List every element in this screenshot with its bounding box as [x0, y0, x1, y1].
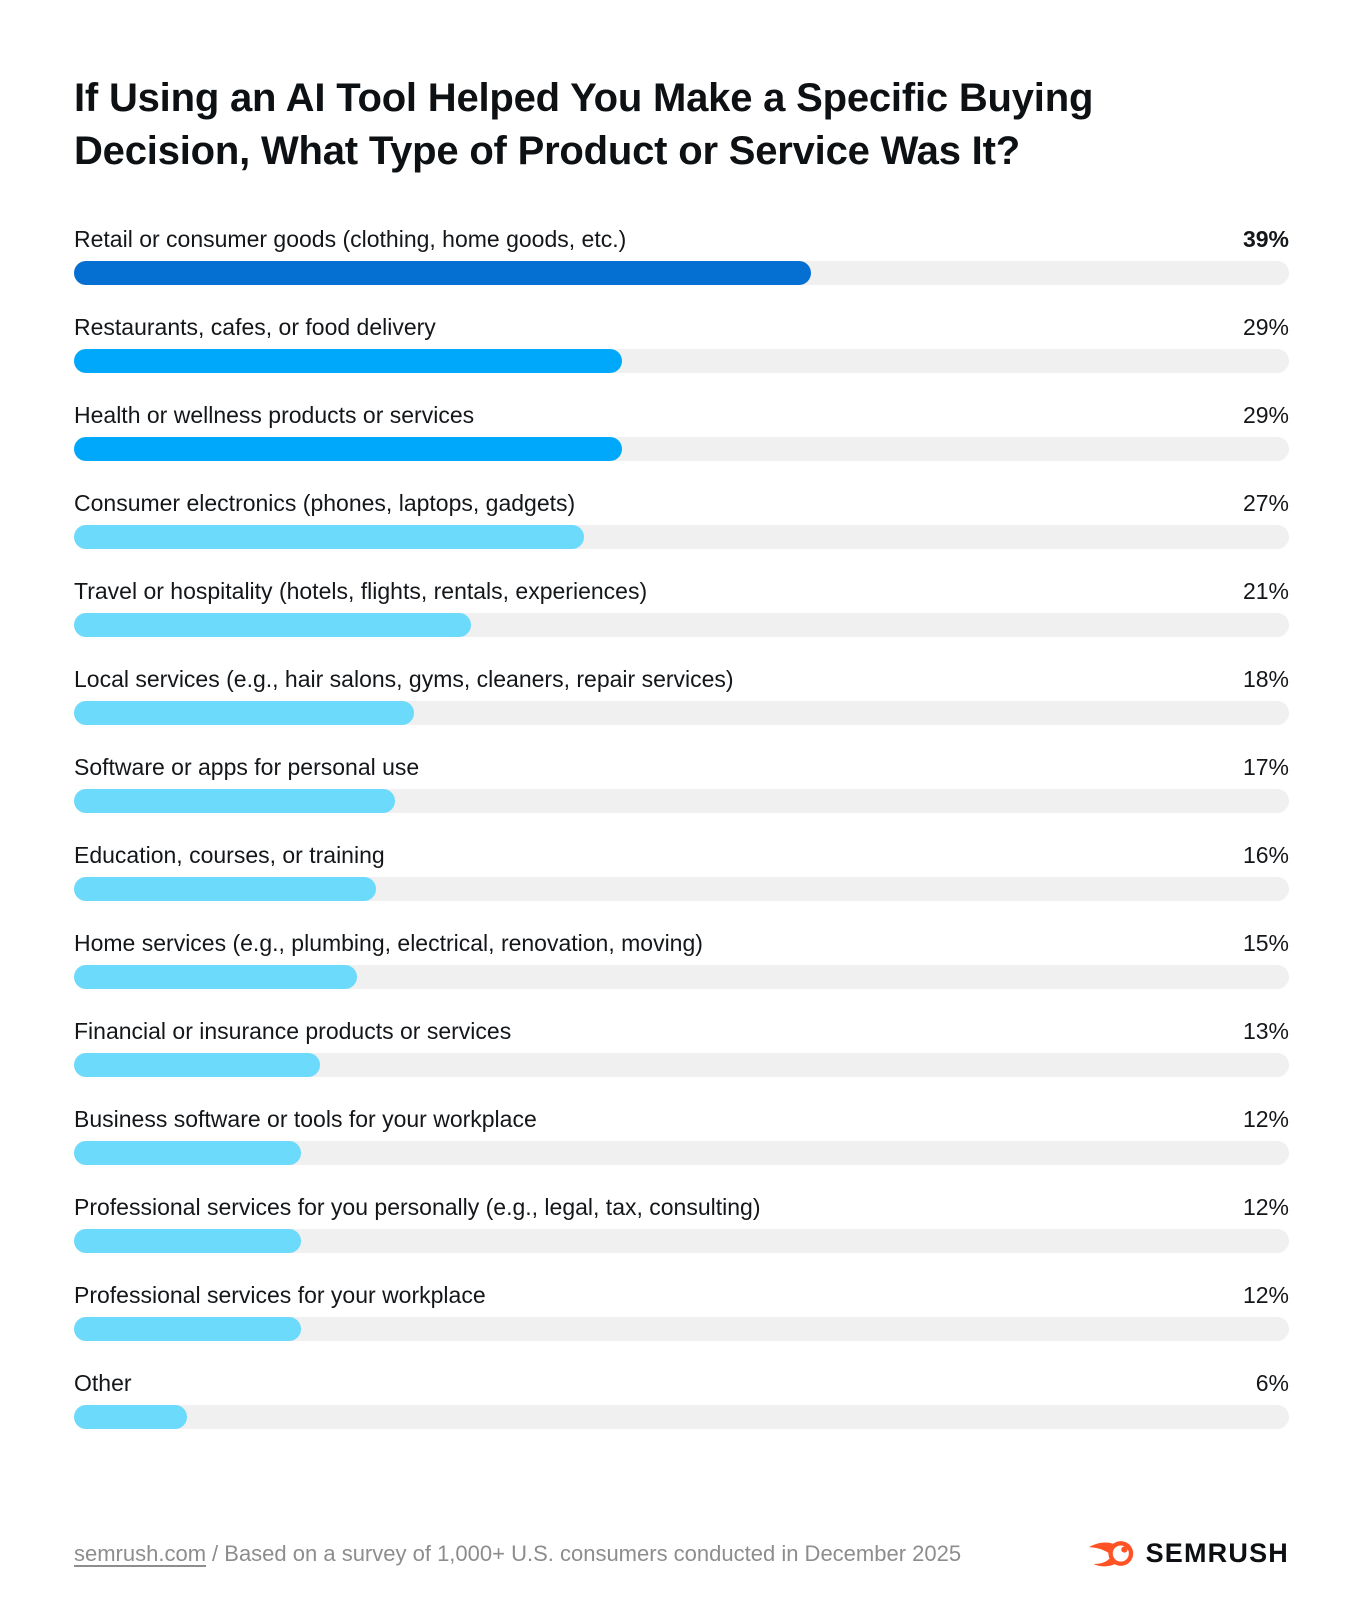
- bar-row-head: Professional services for your workplace…: [74, 1280, 1289, 1310]
- bar-value: 12%: [1242, 1106, 1289, 1133]
- bar-track: [74, 1141, 1289, 1166]
- bar-row: Consumer electronics (phones, laptops, g…: [74, 488, 1289, 550]
- bar-value: 6%: [1255, 1370, 1289, 1397]
- bar-fill: [74, 877, 377, 902]
- bar-row-head: Health or wellness products or services …: [74, 400, 1289, 430]
- bar-row: Health or wellness products or services …: [74, 400, 1289, 462]
- bar-value: 29%: [1242, 314, 1289, 341]
- bar-fill: [74, 1405, 188, 1430]
- bar-track: [74, 1405, 1289, 1430]
- bar-row-head: Consumer electronics (phones, laptops, g…: [74, 488, 1289, 518]
- bar-row: Software or apps for personal use 17%: [74, 752, 1289, 814]
- bar-track: [74, 789, 1289, 814]
- bar-value: 29%: [1242, 402, 1289, 429]
- source-note: semrush.com / Based on a survey of 1,000+…: [74, 1539, 961, 1569]
- bar-fill: [74, 701, 415, 726]
- bar-value: 17%: [1242, 754, 1289, 781]
- bar-label: Travel or hospitality (hotels, flights, …: [74, 578, 648, 605]
- bar-label: Home services (e.g., plumbing, electrica…: [74, 930, 703, 957]
- bar-fill: [74, 1141, 301, 1166]
- bar-track: [74, 437, 1289, 462]
- bar-fill: [74, 1053, 320, 1078]
- bar-row: Travel or hospitality (hotels, flights, …: [74, 576, 1289, 638]
- bar-row: Local services (e.g., hair salons, gyms,…: [74, 664, 1289, 726]
- bar-row: Professional services for you personally…: [74, 1192, 1289, 1254]
- bar-label: Business software or tools for your work…: [74, 1106, 537, 1133]
- bar-label: Software or apps for personal use: [74, 754, 420, 781]
- semrush-flame-icon: [1088, 1541, 1133, 1567]
- bar-fill: [74, 965, 358, 990]
- bar-value: 21%: [1242, 578, 1289, 605]
- footer: semrush.com / Based on a survey of 1,000+…: [74, 1537, 1289, 1570]
- bar-track: [74, 877, 1289, 902]
- bar-value: 18%: [1242, 666, 1289, 693]
- bar-row: Other 6%: [74, 1368, 1289, 1430]
- bar-track: [74, 1053, 1289, 1078]
- bar-fill: [74, 1317, 301, 1342]
- semrush-logo-text: SEMRUSH: [1145, 1538, 1289, 1568]
- bar-value: 12%: [1242, 1194, 1289, 1221]
- bar-row-head: Education, courses, or training 16%: [74, 840, 1289, 870]
- bar-value: 16%: [1242, 842, 1289, 869]
- bar-fill: [74, 261, 811, 286]
- bar-label: Education, courses, or training: [74, 842, 385, 869]
- bar-row: Home services (e.g., plumbing, electrica…: [74, 928, 1289, 990]
- source-text: / Based on a survey of 1,000+ U.S. consu…: [212, 1540, 962, 1566]
- bar-track: [74, 701, 1289, 726]
- bar-value: 12%: [1242, 1282, 1289, 1309]
- bar-row-head: Local services (e.g., hair salons, gyms,…: [74, 664, 1289, 694]
- bar-track: [74, 1317, 1289, 1342]
- bar-value: 13%: [1242, 1018, 1289, 1045]
- bar-label: Consumer electronics (phones, laptops, g…: [74, 490, 576, 517]
- bar-row: Business software or tools for your work…: [74, 1104, 1289, 1166]
- bar-row-head: Business software or tools for your work…: [74, 1104, 1289, 1134]
- bar-row-head: Home services (e.g., plumbing, electrica…: [74, 928, 1289, 958]
- bar-track: [74, 525, 1289, 550]
- source-link[interactable]: semrush.com: [74, 1540, 207, 1566]
- bar-row-head: Other 6%: [74, 1368, 1289, 1398]
- bar-row-head: Software or apps for personal use 17%: [74, 752, 1289, 782]
- bar-track: [74, 613, 1289, 638]
- bar-fill: [74, 525, 585, 550]
- bar-label: Professional services for you personally…: [74, 1194, 761, 1221]
- bar-row-head: Travel or hospitality (hotels, flights, …: [74, 576, 1289, 606]
- semrush-logo: SEMRUSH: [1088, 1537, 1289, 1570]
- bar-row: Retail or consumer goods (clothing, home…: [74, 224, 1289, 286]
- bar-row: Education, courses, or training 16%: [74, 840, 1289, 902]
- bar-value: 39%: [1242, 226, 1289, 253]
- bar-label: Other: [74, 1370, 132, 1397]
- bar-label: Financial or insurance products or servi…: [74, 1018, 512, 1045]
- bar-row-head: Restaurants, cafes, or food delivery 29%: [74, 312, 1289, 342]
- bar-label: Retail or consumer goods (clothing, home…: [74, 226, 627, 253]
- bar-chart: Retail or consumer goods (clothing, home…: [74, 224, 1289, 1430]
- bar-row: Professional services for your workplace…: [74, 1280, 1289, 1342]
- bar-row: Restaurants, cafes, or food delivery 29%: [74, 312, 1289, 374]
- chart-title: If Using an AI Tool Helped You Make a Sp…: [74, 76, 1094, 174]
- bar-value: 27%: [1242, 490, 1289, 517]
- bar-row-head: Professional services for you personally…: [74, 1192, 1289, 1222]
- bar-row-head: Retail or consumer goods (clothing, home…: [74, 224, 1289, 254]
- bar-track: [74, 349, 1289, 374]
- bar-track: [74, 1229, 1289, 1254]
- bar-value: 15%: [1242, 930, 1289, 957]
- bar-fill: [74, 349, 622, 374]
- bar-label: Local services (e.g., hair salons, gyms,…: [74, 666, 734, 693]
- bar-row-head: Financial or insurance products or servi…: [74, 1016, 1289, 1046]
- bar-fill: [74, 1229, 301, 1254]
- bar-row: Financial or insurance products or servi…: [74, 1016, 1289, 1078]
- bar-track: [74, 965, 1289, 990]
- bar-label: Restaurants, cafes, or food delivery: [74, 314, 436, 341]
- bar-label: Professional services for your workplace: [74, 1282, 486, 1309]
- bar-fill: [74, 437, 622, 462]
- bar-label: Health or wellness products or services: [74, 402, 475, 429]
- bar-track: [74, 261, 1289, 286]
- bar-fill: [74, 789, 396, 814]
- bar-fill: [74, 613, 471, 638]
